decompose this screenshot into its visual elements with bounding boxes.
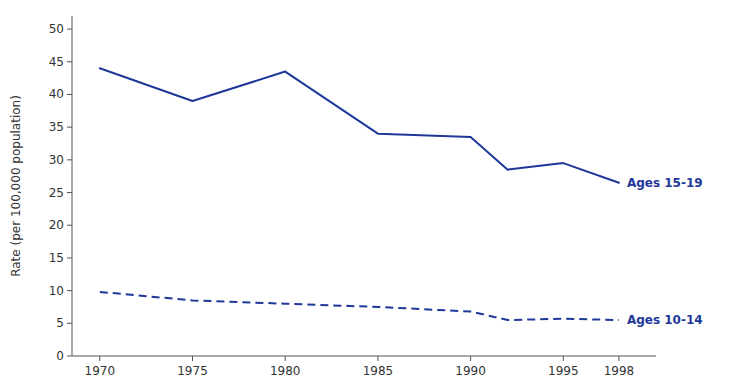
x-tick-label: 1985 xyxy=(363,364,394,378)
x-tick xyxy=(285,356,286,361)
x-tick xyxy=(563,356,564,361)
y-tick-label: 5 xyxy=(56,316,64,330)
y-axis-label: Rate (per 100,000 population) xyxy=(9,95,23,277)
x-axis-line xyxy=(72,356,656,357)
y-tick-label: 50 xyxy=(49,22,64,36)
x-tick-label: 1970 xyxy=(85,364,116,378)
y-tick xyxy=(67,29,72,30)
y-tick xyxy=(67,127,72,128)
y-tick xyxy=(67,192,72,193)
x-tick xyxy=(618,356,619,361)
x-tick-label: 1990 xyxy=(455,364,486,378)
x-tick-label: 1980 xyxy=(270,364,301,378)
y-tick-label: 20 xyxy=(49,218,64,232)
x-tick xyxy=(99,356,100,361)
y-tick xyxy=(67,356,72,357)
y-axis-line xyxy=(72,16,73,356)
series-line xyxy=(100,292,619,320)
y-tick xyxy=(67,323,72,324)
series-labels: Ages 15-19 Ages 10-14 xyxy=(627,176,703,327)
plot-area xyxy=(100,68,619,320)
y-tick-label: 30 xyxy=(49,153,64,167)
y-tick xyxy=(67,159,72,160)
y-tick-label: 35 xyxy=(49,120,64,134)
y-tick-label: 0 xyxy=(56,349,64,363)
chart-container: 1970 1975 1980 1985 1990 1995 1998 0 5 10 15 20 25 30… xyxy=(0,0,756,392)
y-tick-label: 40 xyxy=(49,87,64,101)
y-tick xyxy=(67,257,72,258)
series-label: Ages 15-19 xyxy=(627,176,703,190)
y-tick xyxy=(67,225,72,226)
y-tick-label: 15 xyxy=(49,251,64,265)
x-tick-label: 1975 xyxy=(177,364,208,378)
series-line xyxy=(100,68,619,182)
x-tick-label: 1995 xyxy=(548,364,579,378)
x-tick xyxy=(377,356,378,361)
y-tick-label: 45 xyxy=(49,55,64,69)
chart: 1970 1975 1980 1985 1990 1995 1998 0 5 10 15 20 25 30… xyxy=(0,0,756,392)
axes: 1970 1975 1980 1985 1990 1995 1998 0 5 10 15 20 25 30… xyxy=(49,16,656,378)
y-tick-label: 10 xyxy=(49,284,64,298)
series-label: Ages 10-14 xyxy=(627,313,703,327)
x-tick xyxy=(192,356,193,361)
x-tick xyxy=(470,356,471,361)
y-tick-label: 25 xyxy=(49,186,64,200)
x-tick-label: 1998 xyxy=(604,364,635,378)
y-tick xyxy=(67,290,72,291)
y-tick xyxy=(67,94,72,95)
y-tick xyxy=(67,61,72,62)
